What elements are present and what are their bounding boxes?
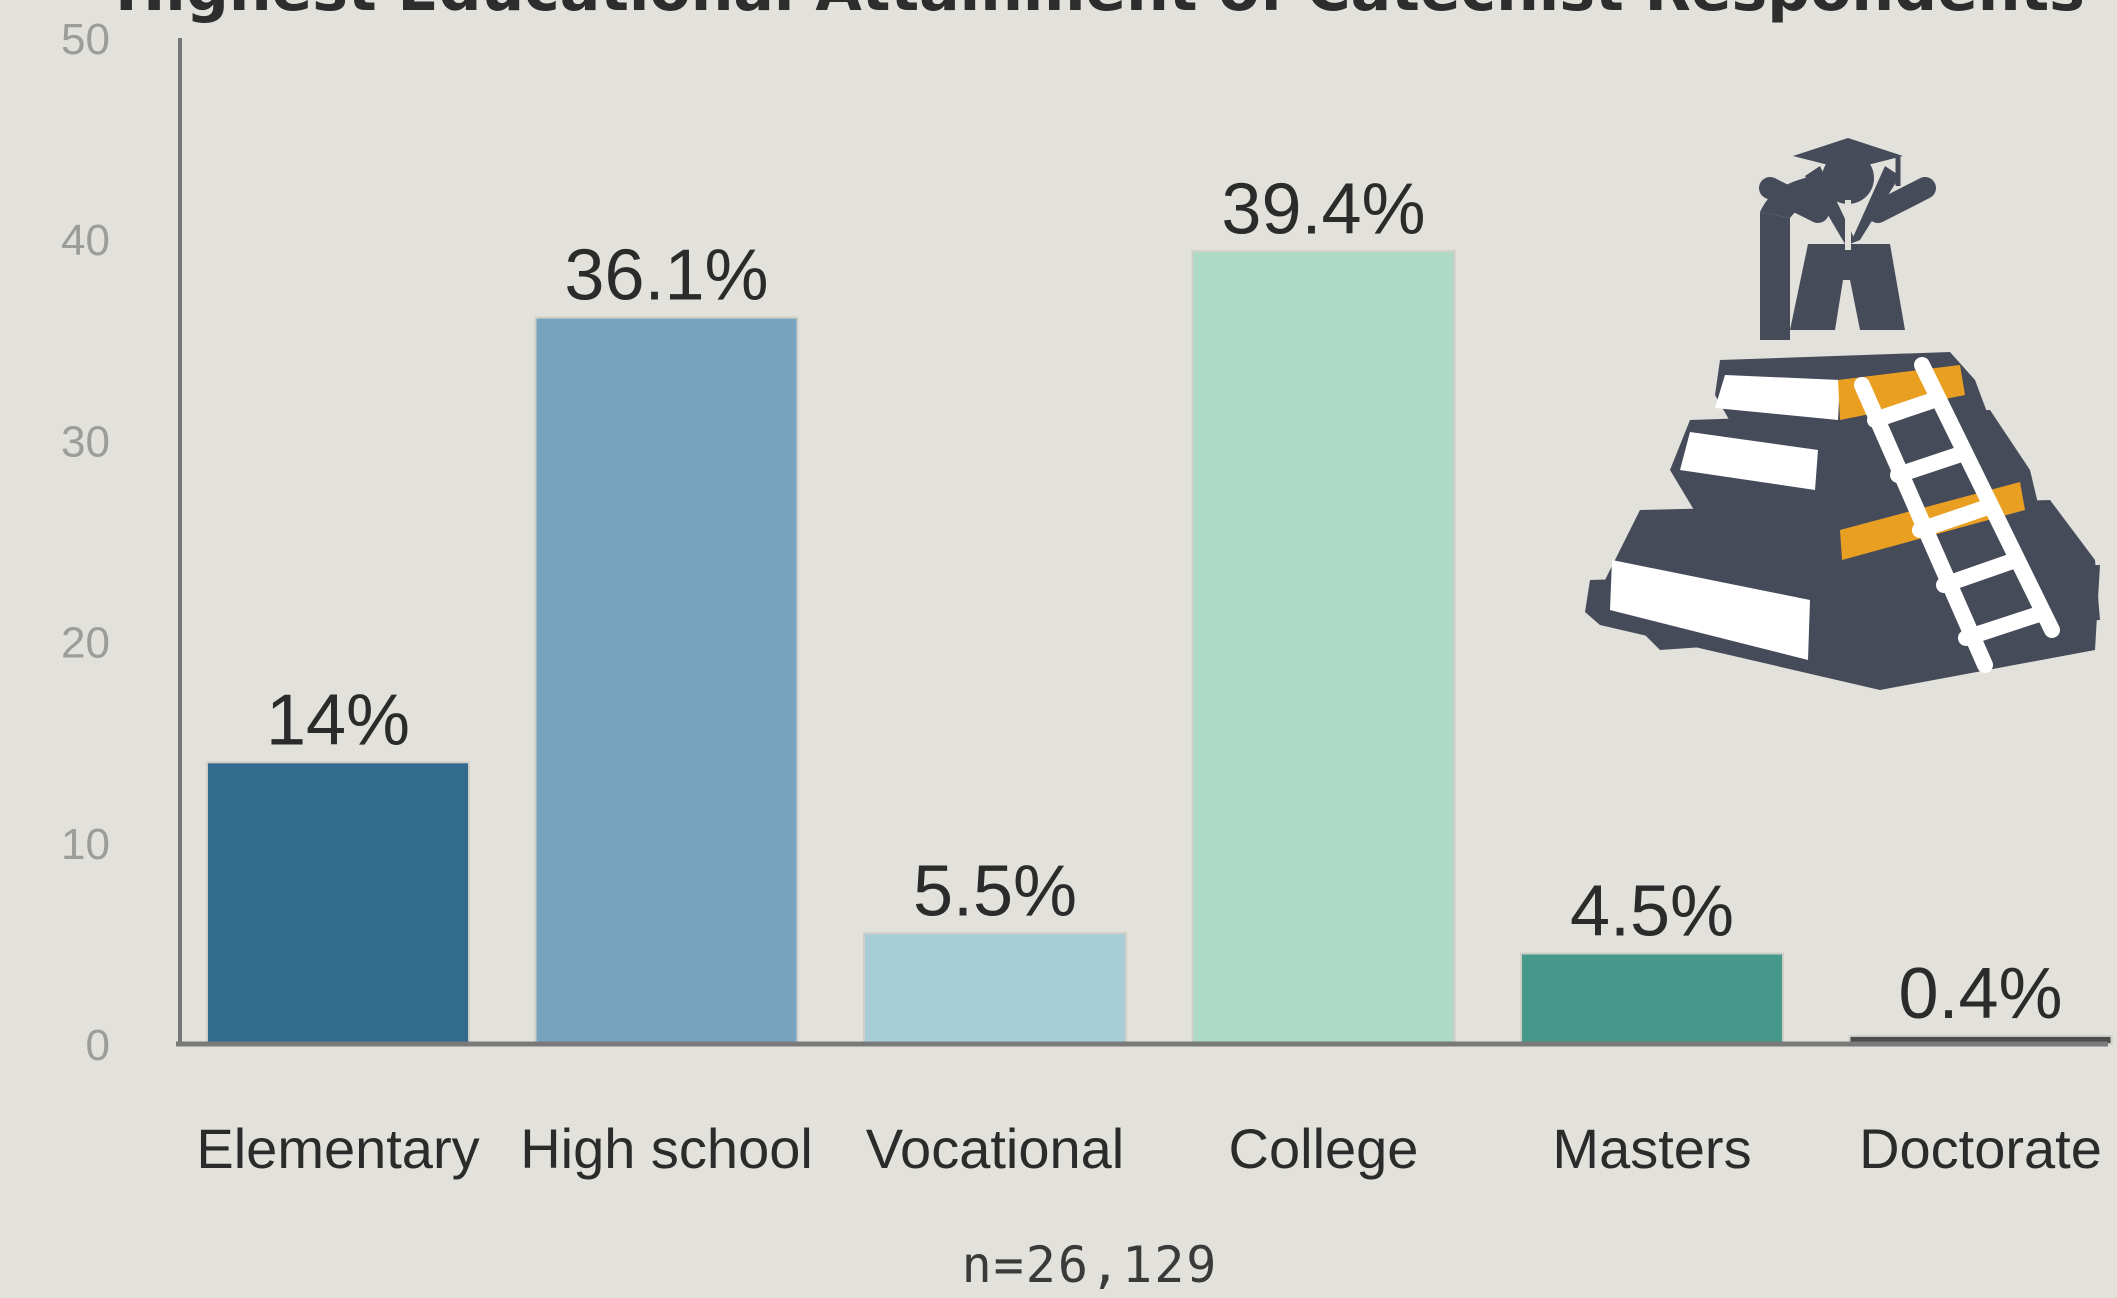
bar-college [1191,250,1456,1046]
value-label: 39.4% [1221,169,1425,249]
graduate-on-books-ladder-icon [1585,138,2100,690]
y-tick-label: 10 [61,820,110,869]
y-tick-label: 40 [61,216,110,265]
sample-size-note: n=26,129 [962,1236,1219,1294]
bar-elementary [206,761,470,1045]
y-tick-label: 50 [61,15,110,64]
category-label: Masters [1552,1117,1751,1180]
value-label: 14% [266,680,410,760]
category-label: Doctorate [1859,1117,2102,1180]
bar-high-school [534,316,799,1045]
bar-vocational [863,932,1127,1046]
category-label: High school [520,1117,813,1180]
value-label: 5.5% [913,851,1077,931]
y-axis-ticks: 0 10 20 30 40 50 [61,15,110,1070]
y-tick-label: 30 [61,417,110,466]
category-label: Elementary [196,1117,479,1180]
chart-title: Highest Educational Attainment of Catech… [115,0,2085,25]
category-labels: Elementary High school Vocational College Ma… [196,1117,2102,1180]
value-labels: 14% 36.1% 5.5% 39.4% 4.5% 0.4% [266,169,2063,1034]
value-label: 0.4% [1898,954,2062,1034]
bar-masters [1520,952,1784,1046]
bars-group [206,250,2113,1046]
category-label: College [1229,1117,1419,1180]
value-label: 4.5% [1570,871,1734,951]
y-tick-label: 0 [86,1021,110,1070]
value-label: 36.1% [564,236,768,316]
category-label: Vocational [866,1117,1124,1180]
y-tick-label: 20 [61,619,110,668]
